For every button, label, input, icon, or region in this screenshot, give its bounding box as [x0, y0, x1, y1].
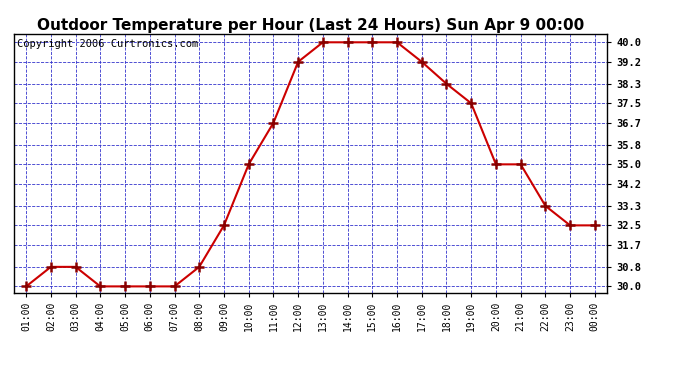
Title: Outdoor Temperature per Hour (Last 24 Hours) Sun Apr 9 00:00: Outdoor Temperature per Hour (Last 24 Ho… [37, 18, 584, 33]
Text: Copyright 2006 Curtronics.com: Copyright 2006 Curtronics.com [17, 39, 198, 49]
